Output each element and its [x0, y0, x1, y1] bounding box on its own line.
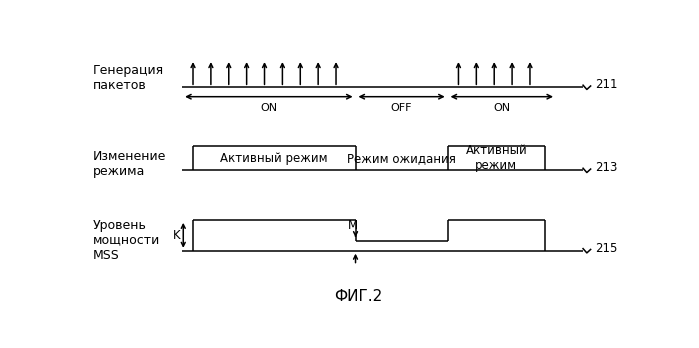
Text: 215: 215	[595, 242, 617, 255]
Text: Изменение
режима: Изменение режима	[93, 150, 166, 178]
Text: Уровень
мощности
MSS: Уровень мощности MSS	[93, 219, 160, 262]
Text: Режим ожидания: Режим ожидания	[347, 152, 456, 165]
Text: M: M	[348, 219, 358, 232]
Text: Активный режим: Активный режим	[220, 152, 328, 165]
Text: ON: ON	[260, 103, 278, 113]
Text: K: K	[173, 229, 180, 242]
Text: OFF: OFF	[391, 103, 412, 113]
Text: Активный
режим: Активный режим	[466, 144, 527, 172]
Text: ФИГ.2: ФИГ.2	[334, 289, 382, 304]
Text: 211: 211	[595, 78, 617, 91]
Text: ON: ON	[493, 103, 510, 113]
Text: Генерация
пакетов: Генерация пакетов	[93, 64, 164, 92]
Text: 213: 213	[595, 161, 617, 174]
